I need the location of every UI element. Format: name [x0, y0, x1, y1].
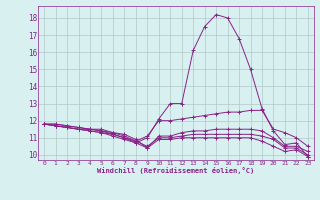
X-axis label: Windchill (Refroidissement éolien,°C): Windchill (Refroidissement éolien,°C)	[97, 167, 255, 174]
